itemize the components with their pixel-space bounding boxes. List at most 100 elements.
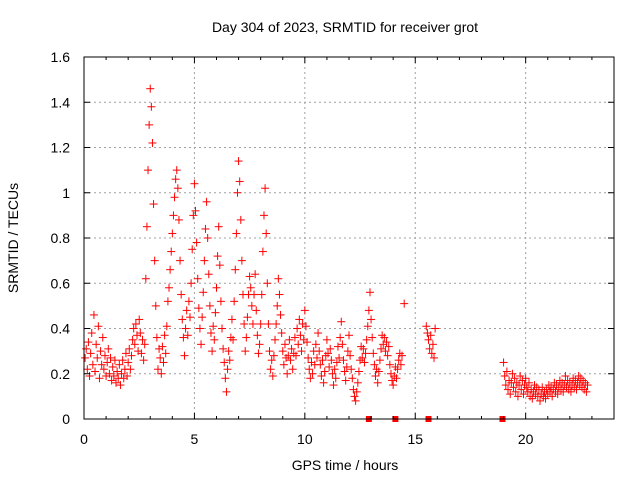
data-point bbox=[236, 215, 245, 224]
data-point bbox=[210, 335, 219, 344]
data-point bbox=[513, 392, 522, 401]
data-point bbox=[322, 335, 331, 344]
data-point bbox=[107, 376, 116, 385]
data-point bbox=[124, 358, 133, 367]
data-point bbox=[115, 360, 124, 369]
data-point bbox=[339, 356, 348, 365]
data-point bbox=[87, 329, 96, 338]
data-point bbox=[116, 381, 125, 390]
data-point bbox=[351, 396, 360, 405]
data-point bbox=[96, 347, 105, 356]
data-point bbox=[425, 344, 434, 353]
data-point bbox=[223, 365, 232, 374]
data-point bbox=[337, 317, 346, 326]
data-point bbox=[203, 234, 212, 242]
data-point bbox=[553, 390, 562, 399]
data-point bbox=[144, 166, 153, 175]
data-point bbox=[305, 365, 314, 374]
data-point bbox=[284, 351, 293, 360]
data-point bbox=[267, 356, 276, 365]
data-point bbox=[222, 387, 231, 396]
data-point bbox=[360, 358, 369, 367]
data-point bbox=[152, 333, 161, 342]
data-point bbox=[147, 102, 156, 111]
data-point bbox=[400, 299, 409, 308]
data-point bbox=[315, 347, 324, 356]
data-point bbox=[271, 335, 280, 344]
data-point bbox=[113, 367, 122, 376]
y-axis-title: SRMTID / TECUs bbox=[5, 183, 21, 293]
data-point bbox=[91, 367, 100, 376]
grid bbox=[84, 57, 614, 419]
data-point bbox=[341, 376, 350, 385]
data-point bbox=[88, 360, 97, 369]
data-point bbox=[184, 297, 193, 306]
data-point bbox=[264, 319, 273, 328]
data-point bbox=[183, 331, 192, 340]
y-tick-labels: 0 0.2 0.4 0.6 0.8 1 1.2 1.4 1.6 bbox=[51, 49, 71, 427]
data-point bbox=[213, 252, 222, 261]
data-point bbox=[83, 365, 92, 374]
data-point bbox=[141, 274, 150, 283]
data-point bbox=[548, 392, 557, 401]
data-point bbox=[190, 179, 199, 188]
data-point bbox=[559, 387, 568, 396]
data-point bbox=[127, 351, 136, 360]
data-point bbox=[396, 360, 405, 369]
data-point bbox=[178, 315, 187, 324]
data-point bbox=[251, 270, 260, 279]
data-point bbox=[283, 369, 292, 378]
data-point bbox=[335, 353, 344, 362]
data-point bbox=[430, 353, 439, 362]
data-point bbox=[211, 308, 220, 317]
data-point bbox=[288, 365, 297, 374]
data-point bbox=[230, 297, 239, 306]
data-point bbox=[328, 369, 337, 378]
data-point bbox=[215, 261, 224, 270]
data-point bbox=[499, 358, 508, 367]
data-point bbox=[511, 387, 520, 396]
data-point bbox=[273, 301, 282, 310]
data-point bbox=[278, 347, 287, 356]
y-tick-label: 0.8 bbox=[51, 230, 71, 246]
data-point bbox=[214, 222, 223, 231]
data-point bbox=[329, 381, 338, 390]
data-point bbox=[304, 353, 313, 362]
data-point bbox=[157, 369, 166, 378]
data-point bbox=[159, 358, 168, 367]
data-point bbox=[151, 301, 160, 310]
y-tick-label: 0.4 bbox=[51, 321, 71, 337]
x-tick-label: 15 bbox=[407, 431, 423, 447]
data-point bbox=[126, 365, 135, 374]
data-point bbox=[180, 351, 189, 360]
chart-title: Day 304 of 2023, SRMTID for receiver gro… bbox=[212, 19, 478, 35]
data-point bbox=[138, 335, 147, 344]
data-point bbox=[89, 310, 98, 319]
data-point bbox=[352, 387, 361, 396]
data-point bbox=[327, 356, 336, 365]
data-point bbox=[359, 344, 368, 353]
data-point bbox=[268, 372, 277, 381]
data-point bbox=[148, 138, 157, 147]
data-point bbox=[177, 290, 186, 299]
data-point bbox=[383, 351, 392, 360]
data-point bbox=[519, 390, 528, 399]
data-point bbox=[188, 245, 197, 254]
data-point bbox=[156, 353, 165, 362]
data-point bbox=[137, 349, 146, 358]
data-point bbox=[381, 347, 390, 356]
data-point bbox=[241, 347, 250, 356]
data-point bbox=[92, 340, 101, 349]
data-point bbox=[392, 374, 401, 383]
data-point bbox=[330, 365, 339, 374]
y-tick-label: 1.6 bbox=[51, 49, 71, 65]
y-tick-label: 1.2 bbox=[51, 140, 71, 156]
data-point bbox=[509, 383, 518, 392]
data-point bbox=[361, 349, 370, 358]
data-point bbox=[312, 353, 321, 362]
data-point bbox=[174, 215, 183, 224]
data-point bbox=[427, 349, 436, 358]
data-point bbox=[333, 342, 342, 351]
data-point bbox=[303, 338, 312, 347]
data-point bbox=[257, 290, 266, 299]
